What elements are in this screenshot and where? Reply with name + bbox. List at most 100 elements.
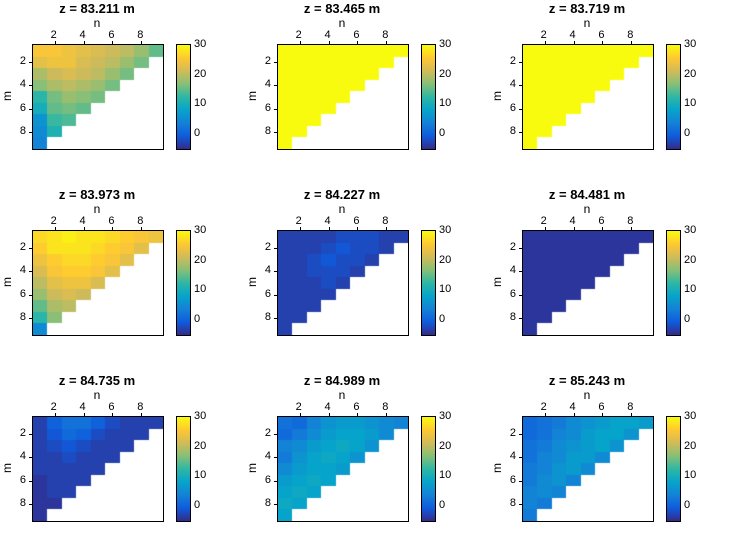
x-tick-mark bbox=[357, 413, 359, 416]
y-tick-mark bbox=[29, 108, 32, 110]
y-tick-mark bbox=[274, 131, 277, 133]
colorbar-tick-label: 10 bbox=[684, 469, 697, 482]
y-tick-labels: 2 4 6 8 bbox=[259, 416, 274, 520]
y-tick-label: 2 bbox=[19, 427, 26, 440]
y-tick-mark bbox=[519, 434, 522, 436]
x-tick-label: 8 bbox=[382, 401, 389, 413]
colorbar-tick-label: 10 bbox=[439, 469, 452, 482]
colorbar-tick-label: 0 bbox=[684, 127, 691, 140]
x-tick-label: 8 bbox=[137, 215, 144, 227]
x-tick-labels: 2 4 6 8 bbox=[522, 215, 652, 228]
y-tick-label: 6 bbox=[264, 287, 271, 300]
x-tick-labels: 2 4 6 8 bbox=[32, 215, 162, 228]
y-tick-label: 6 bbox=[19, 473, 26, 486]
colorbar-tick-label: 0 bbox=[194, 499, 201, 512]
y-axis-label: m bbox=[245, 277, 259, 287]
colorbar-tick-label: 30 bbox=[439, 38, 452, 50]
x-tick-label: 4 bbox=[79, 215, 86, 227]
colorbar bbox=[666, 230, 681, 336]
x-tick-label: 8 bbox=[382, 215, 389, 227]
x-tick-labels: 2 4 6 8 bbox=[277, 29, 407, 42]
y-tick-mark bbox=[29, 131, 32, 133]
colorbar-tick-label: 30 bbox=[684, 410, 697, 422]
y-tick-mark bbox=[29, 503, 32, 505]
colorbar-tick-label: 0 bbox=[439, 499, 446, 512]
colorbar-tick-label: 10 bbox=[684, 97, 697, 110]
colorbar-tick-label: 30 bbox=[684, 38, 697, 50]
heatmap-axes bbox=[29, 413, 164, 522]
panel-title: z = 84.481 m bbox=[548, 187, 626, 202]
y-tick-label: 4 bbox=[19, 450, 26, 463]
colorbar-tick-label: 20 bbox=[684, 253, 697, 266]
y-tick-label: 8 bbox=[264, 124, 271, 137]
x-tick-label: 8 bbox=[137, 401, 144, 413]
y-tick-label: 4 bbox=[509, 264, 516, 277]
y-axis-label: m bbox=[0, 277, 14, 287]
heatmap-panel: z = 83.719 m n 2 4 6 8 m 2 4 6 8 30 20 10 0 bbox=[490, 0, 734, 184]
colorbar bbox=[176, 416, 191, 522]
colorbar-tick-label: 0 bbox=[684, 499, 691, 512]
y-tick-label: 4 bbox=[264, 264, 271, 277]
x-tick-label: 2 bbox=[295, 29, 302, 41]
y-tick-label: 8 bbox=[19, 496, 26, 509]
y-tick-label: 2 bbox=[264, 55, 271, 68]
colorbar-tick-label: 30 bbox=[194, 38, 207, 50]
x-tick-label: 2 bbox=[540, 401, 547, 413]
heatmap-panel: z = 84.735 m n 2 4 6 8 m 2 4 6 8 30 20 10 0 bbox=[0, 372, 244, 553]
colorbar-tick-label: 0 bbox=[194, 127, 201, 140]
y-tick-mark bbox=[274, 271, 277, 273]
y-tick-label: 6 bbox=[509, 287, 516, 300]
y-tick-label: 8 bbox=[264, 496, 271, 509]
colorbar-tick-label: 10 bbox=[194, 283, 207, 296]
y-tick-mark bbox=[29, 271, 32, 273]
panel-title: z = 84.989 m bbox=[303, 373, 381, 388]
x-tick-mark bbox=[54, 227, 56, 230]
x-tick-mark bbox=[141, 413, 143, 416]
y-tick-mark bbox=[29, 85, 32, 87]
x-tick-mark bbox=[602, 41, 604, 44]
y-axis-label: m bbox=[490, 277, 504, 287]
colorbar-tick-label: 0 bbox=[194, 313, 201, 326]
y-tick-mark bbox=[519, 108, 522, 110]
heatmap-canvas bbox=[33, 231, 163, 335]
colorbar-tick-label: 0 bbox=[439, 127, 446, 140]
y-tick-label: 2 bbox=[509, 427, 516, 440]
y-axis-label: m bbox=[0, 463, 14, 473]
x-tick-label: 8 bbox=[627, 401, 634, 413]
colorbar-tick-label: 20 bbox=[194, 67, 207, 80]
y-tick-mark bbox=[29, 294, 32, 296]
x-tick-label: 2 bbox=[295, 401, 302, 413]
colorbar-tick-label: 20 bbox=[684, 67, 697, 80]
heatmap-panel: z = 84.481 m n 2 4 6 8 m 2 4 6 8 30 20 10 0 bbox=[490, 186, 734, 370]
y-tick-label: 4 bbox=[264, 450, 271, 463]
colorbar-tick-label: 20 bbox=[439, 439, 452, 452]
x-axis-label: n bbox=[338, 388, 346, 402]
colorbar-tick-label: 10 bbox=[194, 97, 207, 110]
heatmap-panel: z = 84.227 m n 2 4 6 8 m 2 4 6 8 30 20 10 0 bbox=[245, 186, 489, 370]
y-tick-mark bbox=[519, 503, 522, 505]
y-tick-labels: 2 4 6 8 bbox=[14, 416, 29, 520]
x-tick-label: 2 bbox=[295, 215, 302, 227]
colorbar-tick-label: 30 bbox=[439, 410, 452, 422]
y-tick-mark bbox=[274, 480, 277, 482]
x-tick-mark bbox=[83, 41, 85, 44]
x-tick-labels: 2 4 6 8 bbox=[277, 401, 407, 414]
colorbar-tick-labels: 30 20 10 0 bbox=[439, 38, 465, 148]
colorbar bbox=[666, 416, 681, 522]
x-axis-label: n bbox=[93, 388, 101, 402]
x-tick-label: 6 bbox=[353, 215, 360, 227]
x-tick-mark bbox=[573, 413, 575, 416]
heatmap-axes bbox=[29, 227, 164, 336]
heatmap-panel: z = 83.465 m n 2 4 6 8 m 2 4 6 8 30 20 10 0 bbox=[245, 0, 489, 184]
y-tick-label: 6 bbox=[19, 287, 26, 300]
y-tick-label: 2 bbox=[19, 241, 26, 254]
colorbar bbox=[421, 230, 436, 336]
y-tick-mark bbox=[519, 248, 522, 250]
heatmap-canvas bbox=[33, 417, 163, 521]
y-tick-label: 4 bbox=[19, 78, 26, 91]
y-tick-label: 6 bbox=[509, 101, 516, 114]
y-tick-label: 8 bbox=[19, 310, 26, 323]
y-tick-mark bbox=[519, 131, 522, 133]
y-tick-mark bbox=[274, 434, 277, 436]
x-tick-label: 8 bbox=[382, 29, 389, 41]
